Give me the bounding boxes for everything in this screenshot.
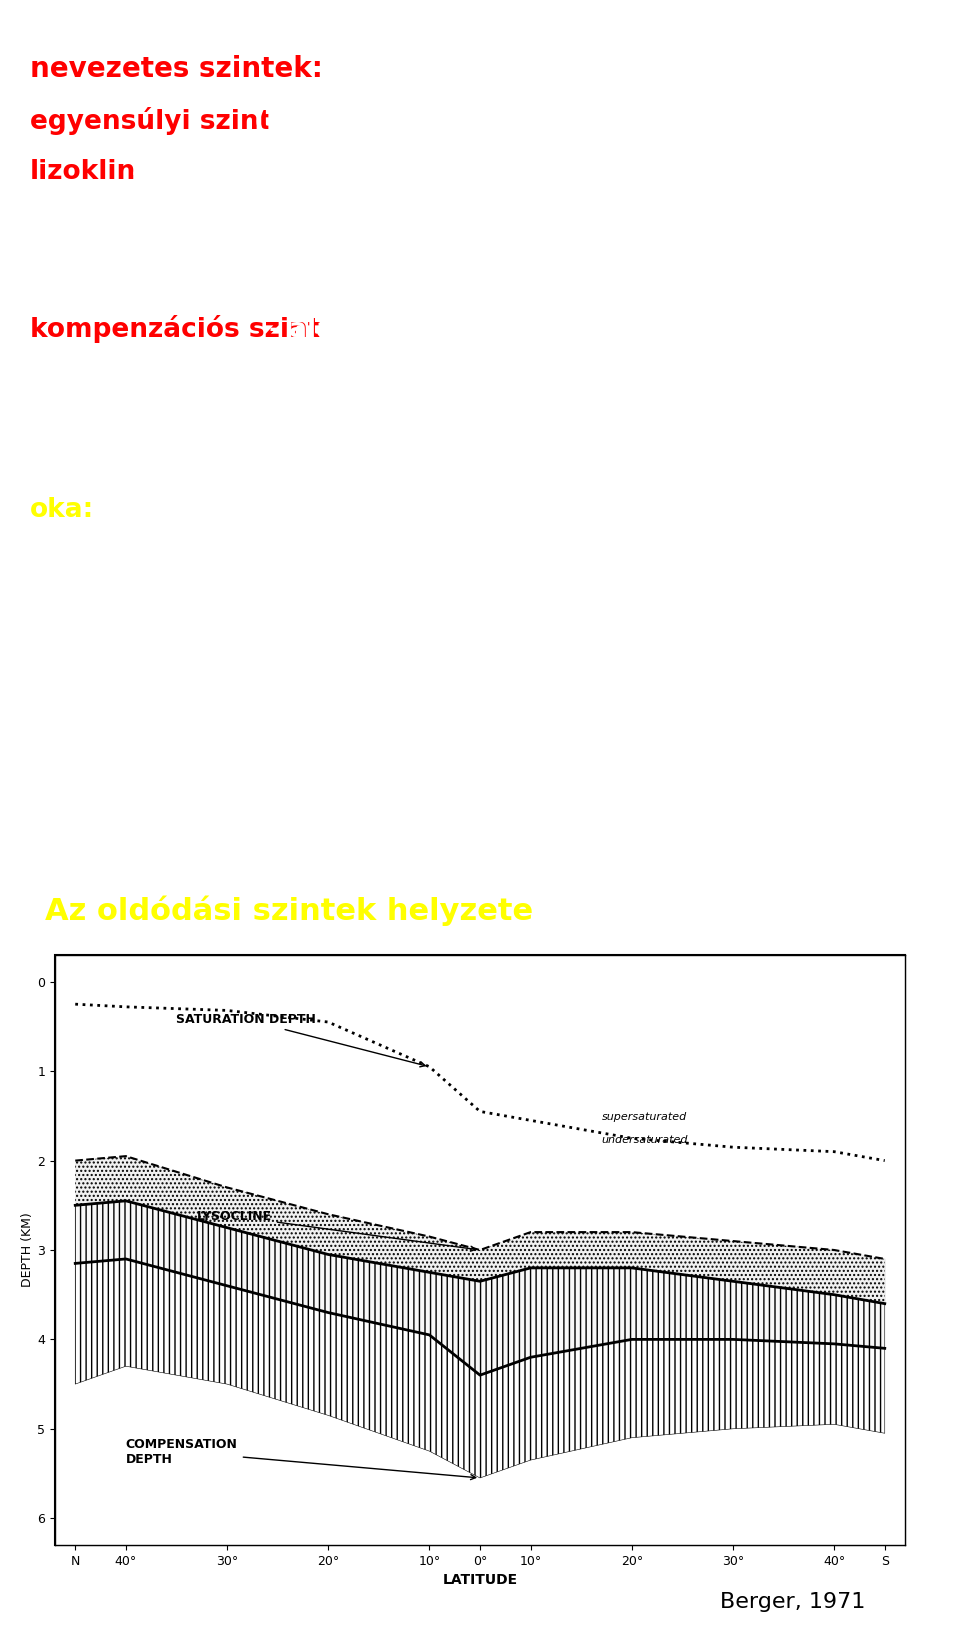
Text: -a szemcséket beburkoló biofilm -- gátolja az oldódást: -a szemcséket beburkoló biofilm -- gátol… — [90, 497, 915, 525]
Text: (karbonáttelítettség határa): (karbonáttelítettség határa) — [245, 107, 677, 135]
Text: (hideg, telítetlen, oxigéndús): (hideg, telítetlen, oxigéndús) — [115, 653, 552, 681]
X-axis label: LATITUDE: LATITUDE — [443, 1574, 517, 1587]
Text: 3-4 km kalcitra, 2-3 km aragonitra: 3-4 km kalcitra, 2-3 km aragonitra — [115, 263, 626, 290]
Text: - alatta az üledék gyakorlatilag: - alatta az üledék gyakorlatilag — [260, 314, 734, 342]
Bar — [55, 955, 905, 1546]
Text: oka:: oka: — [30, 497, 94, 523]
Text: egyensúlyi szint: egyensúlyi szint — [30, 107, 272, 135]
Text: Berger, 1971: Berger, 1971 — [720, 1592, 865, 1613]
Text: undersaturated: undersaturated — [601, 1134, 688, 1144]
Text: -az óceánmedencék alján áramló sarki eredetű víztömeg: -az óceánmedencék alján áramló sarki ere… — [115, 601, 957, 629]
Text: nevezetes szintek:: nevezetes szintek: — [30, 54, 323, 82]
Text: LYSOCLINE: LYSOCLINE — [197, 1210, 476, 1251]
Text: hirtelen megnő: hirtelen megnő — [45, 211, 273, 239]
Text: Az oldódási szintek helyzete: Az oldódási szintek helyzete — [45, 895, 533, 925]
Text: supersaturated: supersaturated — [601, 1113, 686, 1123]
Text: -hidrát burok: -hidrát burok — [115, 550, 312, 574]
Text: kalcit CCD, aragonit ACD: kalcit CCD, aragonit ACD — [115, 420, 483, 444]
Text: kompenzációs szint: kompenzációs szint — [30, 314, 321, 342]
Y-axis label: DEPTH (KM): DEPTH (KM) — [21, 1213, 35, 1287]
Text: SATURATION DEPTH: SATURATION DEPTH — [177, 1012, 425, 1067]
Text: - a mészvázak oldódásának sebessége: - a mészvázak oldódásának sebessége — [123, 160, 705, 188]
Text: COMPENSATION
DEPTH: COMPENSATION DEPTH — [126, 1437, 476, 1480]
Text: lizoklin: lizoklin — [30, 160, 136, 184]
Text: karbonátmentes: karbonátmentes — [30, 367, 276, 393]
